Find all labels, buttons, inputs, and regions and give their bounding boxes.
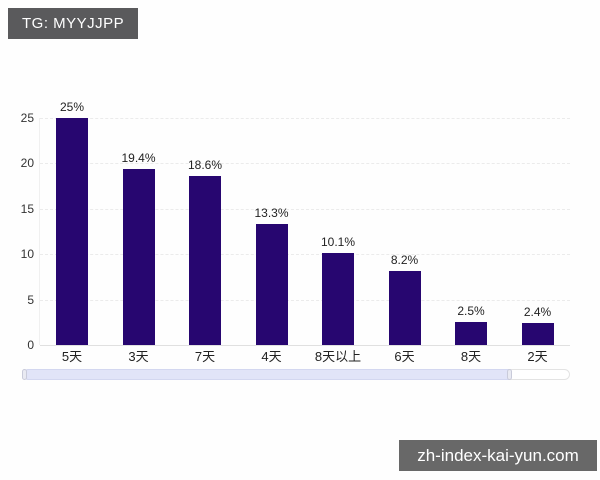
datazoom-right-handle-icon[interactable] <box>507 369 513 380</box>
bar-value-label: 25% <box>59 100 85 114</box>
watermark-label: zh-index-kai-yun.com <box>417 445 579 465</box>
bar-8天以上[interactable] <box>322 253 354 345</box>
bar-2天[interactable] <box>521 323 554 345</box>
x-axis-tick-8天: 8天 <box>460 349 482 364</box>
y-axis-line <box>39 118 40 345</box>
bar-value-label: 2.5% <box>457 304 485 319</box>
bar-value-label: 18.6% <box>187 158 223 173</box>
x-axis-tick-8天以上: 8天以上 <box>314 349 362 364</box>
bar-4天[interactable] <box>255 224 288 345</box>
bar-value-label: 10.1% <box>320 235 356 250</box>
bar-value-label: 19.4% <box>121 150 156 165</box>
x-axis-line <box>40 345 570 346</box>
tg-badge-label: TG: MYYJJPP <box>22 15 125 32</box>
gridline-y15 <box>40 208 570 210</box>
bar-value-label: 13.3% <box>254 206 289 221</box>
x-axis-tick-6天: 6天 <box>394 349 415 364</box>
datazoom-thumb[interactable] <box>22 369 513 380</box>
x-axis-tick-2天: 2天 <box>527 349 548 364</box>
gridline-y10 <box>40 254 570 256</box>
datazoom-scrollbar[interactable] <box>22 369 570 380</box>
bar-8天[interactable] <box>455 322 487 345</box>
x-axis-tick-7天: 7天 <box>194 349 216 364</box>
x-axis-tick-4天: 4天 <box>261 349 282 364</box>
bar-5天[interactable] <box>56 118 88 345</box>
x-axis-tick-5天: 5天 <box>61 349 83 364</box>
y-axis-tick-20: 20 <box>20 156 34 171</box>
tg-badge: TG: MYYJJPP <box>8 8 139 39</box>
watermark-badge: zh-index-kai-yun.com <box>399 440 597 471</box>
bar-value-label: 2.4% <box>523 305 552 320</box>
gridline-y25 <box>40 118 570 119</box>
bar-value-label: 8.2% <box>390 252 419 267</box>
bar-6天[interactable] <box>388 270 421 345</box>
y-axis-tick-25: 25 <box>20 111 34 125</box>
gridline-y20 <box>40 163 570 165</box>
y-axis-tick-5: 5 <box>27 292 34 307</box>
gridline-y5 <box>40 299 570 301</box>
bar-7天[interactable] <box>189 176 221 345</box>
bar-3天[interactable] <box>122 168 155 345</box>
y-axis-tick-0: 0 <box>27 338 34 352</box>
x-axis-tick-3天: 3天 <box>128 349 149 364</box>
y-axis-tick-10: 10 <box>20 247 34 262</box>
y-axis-tick-15: 15 <box>20 201 34 216</box>
datazoom-left-handle-icon[interactable] <box>22 369 27 380</box>
